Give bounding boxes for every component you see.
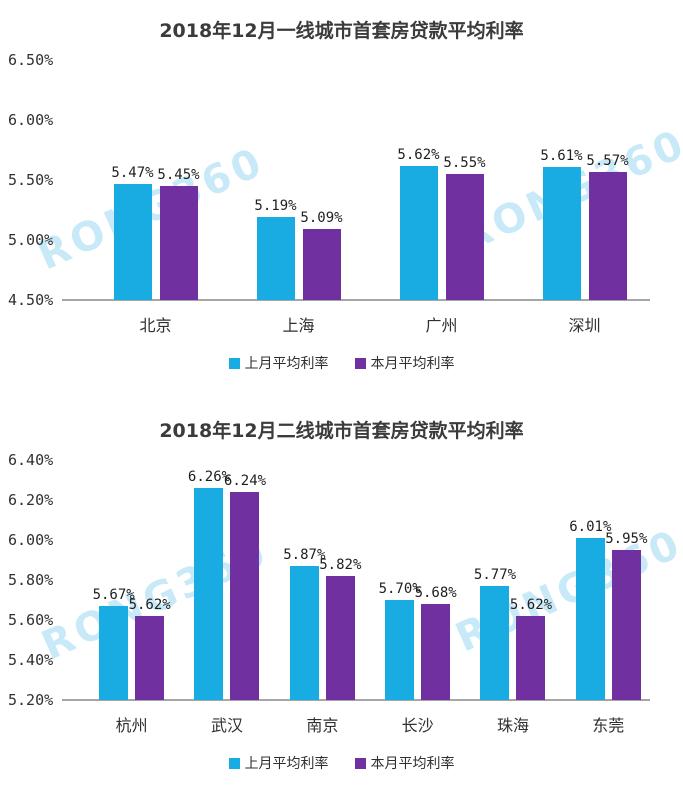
bar-value-label: 5.70% (378, 581, 421, 597)
bar-group: 6.26% 6.24% (179, 460, 274, 700)
legend: 上月平均利率 本月平均利率 (0, 353, 683, 373)
bar-group: 5.62% 5.55% (370, 60, 513, 300)
bar-value-label: 5.82% (319, 557, 362, 573)
bar: 5.62% (397, 147, 440, 300)
legend-label: 本月平均利率 (370, 755, 455, 771)
y-axis-tick-label: 5.50% (8, 171, 54, 189)
bar-value-label: 5.77% (473, 567, 517, 583)
bar-value-label: 5.61% (540, 147, 583, 164)
bar-value-label: 5.95% (605, 531, 648, 547)
bar: 6.24% (224, 473, 266, 700)
legend-marker (354, 357, 366, 369)
bar: 5.70% (379, 581, 421, 700)
bar-group: 6.01% 5.95% (561, 460, 656, 700)
bar-value-label: 5.19% (254, 198, 297, 215)
bar: 5.68% (415, 585, 457, 700)
legend-label: 上月平均利率 (244, 755, 329, 771)
x-category-label: 珠海 (496, 718, 529, 735)
y-axis-tick-label: 6.50% (8, 51, 54, 69)
bar-group: 5.61% 5.57% (513, 60, 656, 300)
bar: 5.61% (540, 148, 583, 300)
bar: 5.09% (300, 210, 343, 300)
y-axis-tick-label: 5.40% (8, 651, 54, 669)
y-axis-tick-label: 5.60% (8, 611, 54, 629)
bar: 5.47% (111, 165, 154, 300)
bar-value-label: 5.67% (92, 587, 135, 603)
bar-value-label: 6.24% (223, 473, 267, 489)
plot-area: 6.50% 6.00% 5.50% 5.00% 4.50% 5.47% 5.45% 5.19%… (8, 51, 656, 309)
x-category-label: 武汉 (210, 718, 243, 735)
x-axis-categories: 杭州 武汉 南京 长沙 珠海 东莞 (84, 712, 656, 736)
bar-value-label: 5.57% (586, 152, 629, 169)
x-category-label: 北京 (139, 318, 172, 335)
bar-group: 5.77% 5.62% (465, 460, 560, 700)
bar: 5.67% (93, 587, 135, 700)
bar: 5.19% (254, 198, 297, 300)
bar: 5.95% (605, 531, 647, 700)
bar: 5.62% (510, 597, 552, 700)
legend-item: 本月平均利率 (354, 753, 455, 773)
bar-value-label: 5.87% (283, 547, 326, 563)
chart-title: 2018年12月二线城市首套房贷款平均利率 (159, 420, 524, 442)
y-axis-tick-label: 6.00% (8, 111, 54, 129)
x-category-label: 上海 (282, 318, 315, 335)
bar: 5.62% (129, 597, 171, 700)
bar-value-label: 6.01% (569, 519, 612, 535)
bar: 5.55% (443, 155, 486, 300)
y-axis-tick-label: 5.00% (8, 231, 54, 249)
bar: 5.82% (319, 557, 361, 700)
x-category-label: 广州 (425, 318, 458, 335)
bar: 5.57% (586, 153, 629, 300)
legend-marker (228, 757, 240, 769)
bar-value-label: 6.26% (187, 469, 231, 485)
second-tier-cities-chart: 2018年12月二线城市首套房贷款平均利率 6.40% 6.20% 6.00% 5.8… (0, 400, 683, 800)
bar-value-label: 5.47% (111, 164, 154, 181)
bar-value-label: 5.62% (128, 597, 171, 613)
x-axis-line (62, 699, 650, 701)
bar-value-label: 5.62% (397, 146, 440, 163)
x-category-label: 南京 (306, 718, 339, 735)
bar-value-label: 5.68% (414, 585, 457, 601)
y-axis-tick-label: 6.20% (8, 491, 54, 509)
x-category-label: 杭州 (115, 718, 148, 735)
y-axis-tick-label: 6.00% (8, 531, 54, 549)
bar: 5.87% (283, 547, 325, 700)
x-category-label: 东莞 (592, 718, 625, 735)
legend-item: 本月平均利率 (354, 353, 455, 373)
y-axis-tick-label: 6.40% (8, 451, 54, 469)
bar: 5.45% (157, 167, 200, 300)
legend-label: 上月平均利率 (244, 355, 329, 371)
x-axis-categories: 北京 上海 广州 深圳 (84, 312, 656, 336)
bar-group: 5.87% 5.82% (275, 460, 370, 700)
legend-marker (228, 357, 240, 369)
bar-value-label: 5.62% (509, 597, 553, 613)
legend-label: 本月平均利率 (370, 355, 455, 371)
bar-group: 5.67% 5.62% (84, 460, 179, 700)
bar-value-label: 5.09% (300, 210, 343, 227)
plot-area: 6.40% 6.20% 6.00% 5.80% 5.60% 5.40% 5.20% 5.67%… (8, 451, 656, 709)
y-axis-tick-label: 4.50% (8, 291, 54, 309)
bar-value-label: 5.55% (443, 155, 486, 171)
bar: 6.26% (188, 469, 230, 700)
bar-value-label: 5.45% (157, 167, 200, 183)
y-axis-tick-label: 5.20% (8, 691, 54, 709)
bar-group: 5.19% 5.09% (227, 60, 370, 300)
bar-group: 5.70% 5.68% (370, 460, 465, 700)
legend-item: 上月平均利率 (228, 753, 329, 773)
x-category-label: 深圳 (568, 318, 601, 335)
y-axis-tick-label: 5.80% (8, 571, 54, 589)
chart-title: 2018年12月一线城市首套房贷款平均利率 (159, 20, 524, 42)
x-category-label: 长沙 (401, 718, 434, 735)
x-axis-line (62, 299, 650, 301)
bar: 5.77% (474, 567, 516, 700)
bar: 6.01% (569, 519, 611, 700)
legend-item: 上月平均利率 (228, 353, 329, 373)
bar-group: 5.47% 5.45% (84, 60, 227, 300)
first-tier-cities-chart: 2018年12月一线城市首套房贷款平均利率 6.50% 6.00% 5.50% 5.0… (0, 20, 683, 373)
legend-marker (354, 757, 366, 769)
legend: 上月平均利率 本月平均利率 (0, 753, 683, 773)
